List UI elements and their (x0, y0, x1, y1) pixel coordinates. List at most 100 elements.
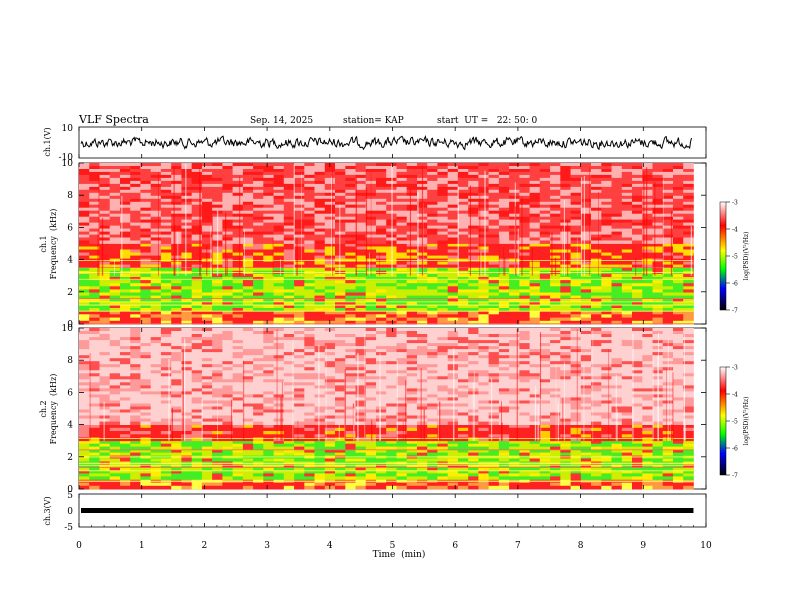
ch1-spectrogram-cell (253, 292, 264, 296)
ch1-spectrogram-cell (662, 320, 674, 325)
ch1-spectrogram-cell (181, 252, 192, 256)
ch1-spectrogram-cell (283, 249, 295, 253)
ch1-spectrogram-cell (488, 177, 500, 182)
ch1-spectrogram-cell (539, 186, 551, 191)
ch1-spectrogram-cell (509, 225, 520, 229)
ch1-spectrogram-cell (355, 237, 367, 241)
ch2-spectrogram-cell (386, 440, 397, 445)
ch1-spectrogram-cell (683, 264, 694, 268)
ch2-spectrogram-cell (621, 473, 633, 477)
ch1-spectrogram-cell (150, 311, 162, 315)
ch2-spectrogram-cell (560, 343, 571, 347)
ch1-spectrogram-cell (263, 186, 274, 191)
ch1-spectrogram-cell (140, 222, 151, 226)
ch1-spectrogram-cell (150, 225, 162, 229)
ch2-spectrogram-cell (120, 343, 131, 347)
ch1-spectrogram-cell (621, 267, 633, 272)
ch1-spectrogram-cell (263, 289, 274, 293)
ch1-spectrogram-cell (611, 216, 623, 221)
ch1-spectrogram-cell (89, 201, 100, 206)
ch1-spectrogram-cell (355, 186, 367, 191)
ch1-spectrogram-cell (488, 317, 500, 322)
ch1-spectrogram-cell (109, 231, 121, 235)
ch1-spectrogram-cell (468, 169, 479, 173)
ch2-spectrogram-cell (242, 476, 254, 480)
ch1-spectrogram-ylabel-line2: Frequency (kHz) (49, 209, 58, 280)
ch1-spectrogram-cell (263, 171, 274, 176)
ch1-spectrogram-cell (478, 273, 489, 278)
ch2-spectrogram-cell (222, 437, 233, 442)
ch1-spectrogram-cell (447, 273, 459, 278)
ch2-spectrogram-cell (365, 337, 377, 341)
ch1-spectrogram-cell (468, 314, 479, 318)
ch1-spectrogram-cell (632, 189, 643, 194)
ch1-spectrogram-cell (662, 166, 674, 170)
ch1-spectrogram-cell (79, 273, 90, 278)
ch1-spectrogram-cell (160, 210, 172, 215)
ch1-spectrogram-cell (539, 249, 551, 253)
ch1-spectrogram-cell (560, 183, 571, 188)
ch1-spectrogram-cell (294, 213, 305, 218)
ch1-spectrogram-cell (89, 163, 100, 167)
ch2-spectrogram-cell (673, 434, 684, 438)
ch1-spectrogram-cell (294, 177, 305, 182)
ch1-spectrogram-cell (488, 234, 500, 238)
ch1-spectrogram-cell (642, 249, 653, 253)
ch2-spectrogram-cell (140, 485, 151, 490)
ch1-spectrogram-cell (498, 283, 510, 287)
ch1-spectrogram-cell (406, 183, 418, 188)
ch1-spectrogram-cell (109, 280, 121, 284)
ch2-spectrogram-cell (160, 328, 172, 332)
ch1-spectrogram-cell (632, 289, 643, 293)
ch1-spectrogram-cell (345, 249, 356, 253)
ch1-spectrogram-cell (191, 246, 203, 250)
ch1-spectrogram-cell (591, 301, 602, 306)
ch2-spectrogram-cell (662, 337, 674, 341)
ch1-spectrogram-cell (89, 301, 100, 306)
ch1-spectrogram-cell (519, 237, 530, 241)
ch1-spectrogram-cell (89, 298, 100, 303)
ch1-spectrogram-cell (201, 166, 213, 170)
ch1-spectrogram-cell (662, 289, 674, 293)
ch2-spectrogram-cell (478, 473, 489, 477)
ch1-spectrogram-cell (89, 234, 100, 238)
ch1-spectrogram-cell (437, 240, 448, 244)
ch1-spectrogram-cell (273, 252, 285, 256)
ch2-spectrogram-cell (652, 337, 664, 341)
ch2-spectrogram-cell (109, 340, 121, 344)
ch1-spectrogram-cell (201, 222, 213, 226)
ch1-spectrogram-cell (468, 219, 479, 223)
ch1-spectrogram-cell (529, 320, 541, 325)
ch1-spectrogram-cell (560, 225, 571, 229)
ch2-spectrogram-cell (212, 328, 223, 332)
ch1-spectrogram-cell (263, 264, 274, 268)
ch1-spectrogram-cell (160, 304, 172, 309)
ch1-spectrogram-cell (365, 308, 377, 312)
ch1-spectrogram-cell (150, 198, 162, 203)
ch1-spectrogram-cell (621, 320, 633, 325)
ch2-spectrogram-cell (478, 443, 489, 448)
ch2-spectrogram-cell (376, 334, 387, 338)
ch1-spectrogram-cell (601, 171, 612, 176)
ch1-spectrogram-cell (468, 177, 479, 182)
ch1-spectrogram-cell (529, 292, 541, 296)
ch1-spectrogram-cell (140, 243, 151, 247)
ch1-spectrogram-cell (345, 163, 356, 167)
ch1-spectrogram-cell (232, 174, 244, 179)
ch1-spectrogram-cell (99, 169, 111, 173)
ch1-spectrogram-cell (335, 304, 346, 309)
ch1-spectrogram-cell (120, 252, 131, 256)
ch1-spectrogram-cell (662, 308, 674, 312)
ch1-spectrogram-cell (632, 177, 643, 182)
ch1-spectrogram-cell (662, 286, 674, 290)
ch1-spectrogram-cell (171, 320, 182, 325)
ch1-spectrogram-cell (283, 261, 295, 265)
ch1-spectrogram-cell (550, 174, 561, 179)
ch1-spectrogram-cell (171, 267, 182, 272)
ch1-spectrogram-cell (509, 320, 520, 325)
ch2-spectrogram-cell (294, 328, 305, 332)
ch1-spectrogram-cell (406, 204, 418, 209)
ch2-spectrogram-cell (478, 424, 489, 429)
ch1-spectrogram-cell (550, 189, 561, 194)
ch1-spectrogram-cell (201, 216, 213, 221)
